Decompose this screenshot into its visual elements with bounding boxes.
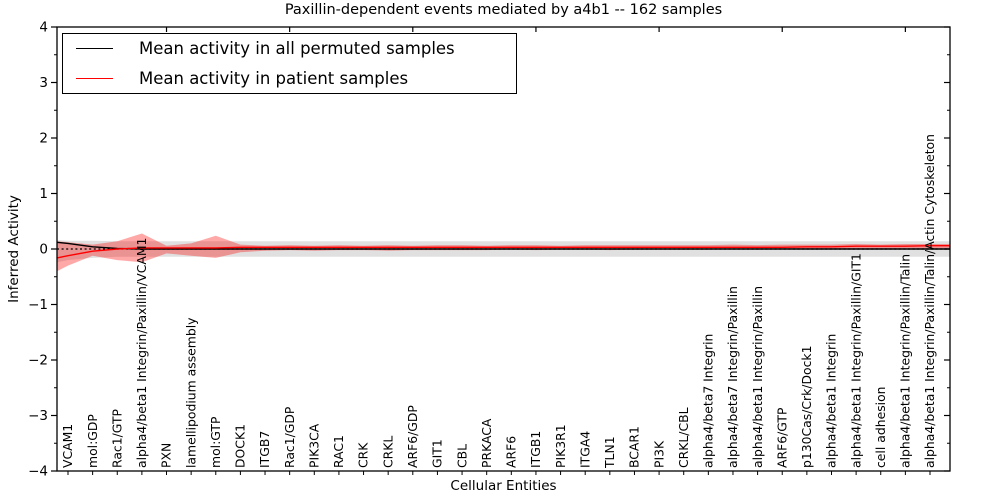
band bbox=[57, 233, 950, 272]
y-tick-label: 2 bbox=[39, 131, 48, 147]
y-tick-label: 4 bbox=[39, 20, 48, 36]
x-category-label: CBL bbox=[454, 444, 469, 468]
x-category-label: RAC1 bbox=[331, 435, 346, 468]
patient-line-swatch bbox=[76, 78, 113, 79]
x-category-label: PRKACA bbox=[479, 418, 494, 468]
y-tick-label: −2 bbox=[28, 353, 48, 369]
x-category-label: ARF6 bbox=[504, 436, 519, 468]
x-category-label: CRK bbox=[356, 442, 371, 468]
y-tick-label: −4 bbox=[28, 464, 48, 480]
x-category-label: DOCK1 bbox=[233, 424, 248, 468]
x-category-label: cell adhesion bbox=[873, 386, 888, 468]
x-category-label: CRKL bbox=[380, 436, 395, 468]
x-category-label: lamellipodium assembly bbox=[183, 317, 198, 468]
x-category-label: ITGB1 bbox=[528, 431, 543, 468]
x-category-label: BCAR1 bbox=[627, 426, 642, 468]
x-category-label: ARF6/GDP bbox=[405, 405, 420, 468]
x-category-label: ITGA4 bbox=[577, 431, 592, 468]
x-category-label: VCAM1 bbox=[60, 424, 75, 468]
x-category-label: ITGB7 bbox=[257, 431, 272, 468]
x-category-label: alpha4/beta1 Integrin/Paxillin/VCAM1 bbox=[134, 238, 149, 468]
permuted-line-swatch bbox=[76, 48, 113, 49]
x-category-label: TLN1 bbox=[602, 436, 617, 469]
legend-label-permuted: Mean activity in all permuted samples bbox=[139, 39, 455, 58]
y-tick-label: −1 bbox=[28, 297, 48, 313]
y-tick-label: 3 bbox=[39, 75, 48, 91]
x-category-label: mol:GDP bbox=[85, 414, 100, 468]
y-tick-label: −3 bbox=[28, 408, 48, 424]
x-axis-label: Cellular Entities bbox=[450, 478, 557, 494]
x-category-label: alpha4/beta1 Integrin bbox=[824, 334, 839, 468]
x-category-label: p130Cas/Crk/Dock1 bbox=[799, 346, 814, 468]
band bbox=[57, 240, 950, 263]
x-category-label: alpha4/beta1 Integrin/Paxillin bbox=[750, 286, 765, 468]
x-category-label: alpha4/beta1 Integrin/Paxillin/Talin bbox=[898, 254, 913, 468]
legend-item-permuted: Mean activity in all permuted samples bbox=[63, 35, 516, 62]
x-category-label: PIK3R1 bbox=[553, 424, 568, 468]
x-category-label: PI3K bbox=[651, 440, 666, 468]
series-line bbox=[56, 244, 950, 259]
x-category-label: CRKL/CBL bbox=[676, 407, 691, 468]
x-category-label: alpha4/beta7 Integrin bbox=[701, 334, 716, 468]
x-category-label: alpha4/beta1 Integrin/Paxillin/Talin/Act… bbox=[922, 134, 937, 468]
x-category-label: PIK3CA bbox=[306, 423, 321, 468]
chart-title: Paxillin-dependent events mediated by a4… bbox=[284, 2, 723, 18]
x-category-label: ARF6/GTP bbox=[774, 407, 789, 468]
x-category-label: GIT1 bbox=[430, 439, 445, 468]
x-category-label: alpha4/beta7 Integrin/Paxillin bbox=[725, 286, 740, 468]
legend-label-patient: Mean activity in patient samples bbox=[139, 69, 409, 88]
x-category-label: alpha4/beta1 Integrin/Paxillin/GIT1 bbox=[848, 253, 863, 468]
y-tick-label: 0 bbox=[39, 242, 48, 258]
legend-item-patient: Mean activity in patient samples bbox=[63, 65, 516, 92]
x-category-label: PXN bbox=[159, 443, 174, 468]
y-tick-label: 1 bbox=[39, 186, 48, 202]
legend: Mean activity in all permuted samples Me… bbox=[62, 33, 517, 94]
x-category-label: mol:GTP bbox=[208, 416, 223, 468]
x-category-label: Rac1/GDP bbox=[282, 406, 297, 468]
x-category-label: Rac1/GTP bbox=[109, 408, 124, 468]
series-line bbox=[56, 241, 950, 250]
